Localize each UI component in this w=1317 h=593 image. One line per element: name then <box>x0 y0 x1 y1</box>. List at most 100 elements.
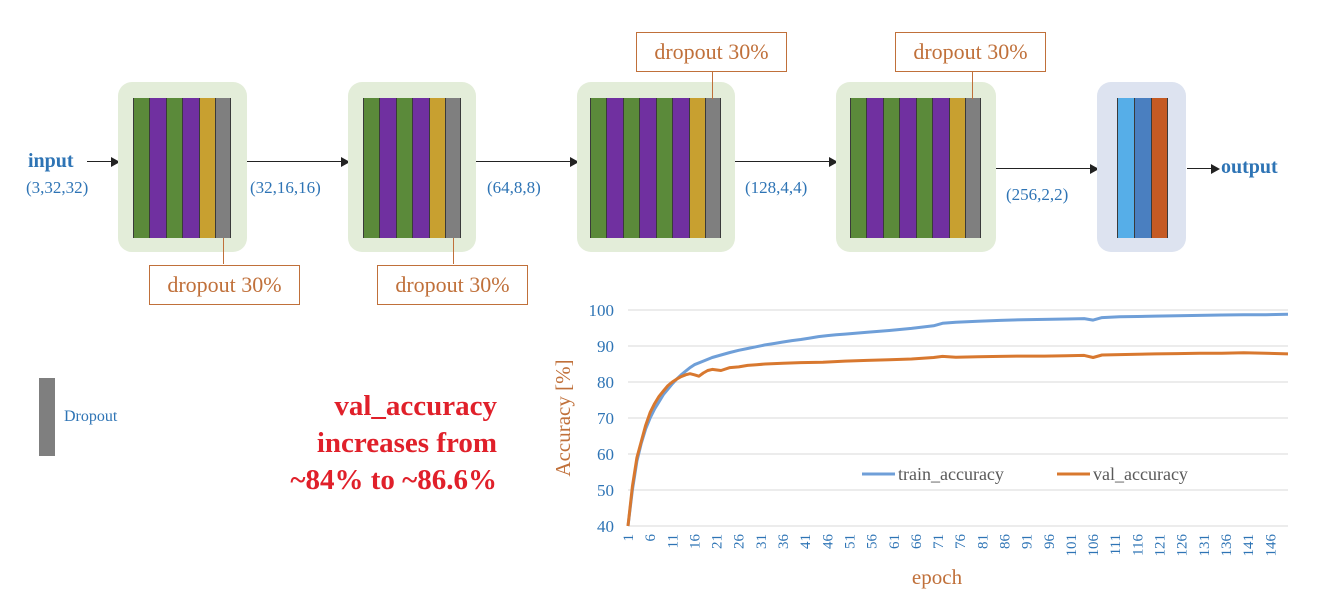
arrow-4 <box>996 163 1099 174</box>
x-tick-label: 41 <box>798 534 814 549</box>
conv-layer <box>623 98 639 238</box>
conv-layer <box>149 98 166 238</box>
note-line-2: increases from <box>316 427 497 459</box>
dropout-connector-2 <box>453 238 454 264</box>
batchnorm-layer <box>949 98 965 238</box>
legend-train-label: train_accuracy <box>898 464 1004 484</box>
conv-block-1-layers <box>133 98 231 238</box>
legend-val-label: val_accuracy <box>1093 464 1188 484</box>
input-label: input <box>28 150 74 172</box>
dropout-box-2: dropout 30% <box>377 265 528 305</box>
series-line-val_accuracy <box>626 351 1289 527</box>
x-tick-label: 101 <box>1064 534 1080 557</box>
x-tick-label: 136 <box>1219 534 1235 557</box>
chart-legend: train_accuracy val_accuracy <box>862 464 1188 484</box>
y-tick-label: 80 <box>597 373 614 392</box>
x-tick-label: 126 <box>1175 534 1191 557</box>
x-tick-label: 81 <box>975 534 991 549</box>
output-label: output <box>1221 156 1278 178</box>
x-tick-label: 111 <box>1108 534 1124 555</box>
dense-layer <box>1151 98 1168 238</box>
y-tick-label: 60 <box>597 445 614 464</box>
x-tick-label: 66 <box>909 534 925 550</box>
dense-block-layers <box>1117 98 1168 238</box>
dropout-box-4: dropout 30% <box>895 32 1046 72</box>
x-tick-label: 26 <box>732 534 748 550</box>
batchnorm-layer <box>689 98 705 238</box>
shape-1: (32,16,16) <box>250 178 321 197</box>
conv-layer <box>166 98 182 238</box>
batchnorm-layer <box>429 98 445 238</box>
x-tick-label: 56 <box>865 534 881 550</box>
conv-layer <box>133 98 149 238</box>
shape-3: (128,4,4) <box>745 178 808 197</box>
x-tick-label: 6 <box>643 534 659 542</box>
x-tick-label: 46 <box>820 534 836 550</box>
x-tick-label: 131 <box>1197 534 1213 557</box>
conv-layer <box>932 98 949 238</box>
dropout-layer <box>705 98 721 238</box>
dropout-box-3: dropout 30% <box>636 32 787 72</box>
x-tick-label: 51 <box>842 534 858 549</box>
dense-layer <box>1117 98 1134 238</box>
conv-block-3-layers <box>590 98 721 238</box>
output-arrow <box>1187 163 1220 174</box>
y-tick-label: 50 <box>597 481 614 500</box>
shape-4: (256,2,2) <box>1006 185 1069 204</box>
conv-layer <box>606 98 623 238</box>
arrow-2 <box>476 156 579 167</box>
y-axis-label: Accuracy [%] <box>551 359 575 476</box>
x-tick-label: 116 <box>1130 534 1146 556</box>
conv-block-2-layers <box>363 98 461 238</box>
dense-layer <box>1134 98 1151 238</box>
series-line-train_accuracy <box>626 312 1289 527</box>
x-tick-label: 146 <box>1263 534 1279 557</box>
y-tick-label: 90 <box>597 337 614 356</box>
conv-layer <box>866 98 883 238</box>
conv-layer <box>850 98 866 238</box>
x-tick-label: 86 <box>998 534 1014 550</box>
x-tick-label: 121 <box>1153 534 1169 557</box>
x-tick-label: 141 <box>1241 534 1257 557</box>
dropout-connector-4 <box>972 71 973 99</box>
conv-layer <box>639 98 656 238</box>
dropout-box-1: dropout 30% <box>149 265 300 305</box>
arrow-3 <box>735 156 838 167</box>
conv-layer <box>379 98 396 238</box>
note-line-3: ~84% to ~86.6% <box>290 464 497 496</box>
input-arrow <box>87 156 120 167</box>
x-tick-label: 36 <box>776 534 792 550</box>
dropout-legend-label: Dropout <box>64 408 118 425</box>
dropout-layer <box>215 98 231 238</box>
x-tick-label: 96 <box>1042 534 1058 550</box>
conv-layer <box>590 98 606 238</box>
conv-layer <box>656 98 672 238</box>
x-tick-label: 1 <box>621 534 637 542</box>
dropout-connector-1 <box>223 238 224 264</box>
x-tick-label: 71 <box>931 534 947 549</box>
y-tick-label: 70 <box>597 409 614 428</box>
conv-layer <box>363 98 379 238</box>
arrow-1 <box>247 156 350 167</box>
conv-layer <box>672 98 689 238</box>
dropout-connector-3 <box>712 71 713 99</box>
val-accuracy-note: val_accuracy increases from ~84% to ~86.… <box>250 388 497 499</box>
conv-layer <box>899 98 916 238</box>
conv-layer <box>883 98 899 238</box>
x-tick-label: 61 <box>887 534 903 549</box>
x-tick-labels: 1 6 11 16 21 26 31 36 41 46 51 56 61 66 71 76 81 86 91 96 10… <box>621 534 1279 557</box>
shape-2: (64,8,8) <box>487 178 541 197</box>
dropout-layer <box>965 98 981 238</box>
y-tick-label: 100 <box>589 301 615 320</box>
x-axis-label: epoch <box>912 565 963 589</box>
chart-gridlines <box>628 309 1288 527</box>
x-tick-label: 11 <box>665 534 681 548</box>
x-tick-label: 91 <box>1020 534 1036 549</box>
note-line-1: val_accuracy <box>334 390 497 422</box>
x-tick-label: 16 <box>687 534 703 550</box>
x-tick-label: 76 <box>953 534 969 550</box>
input-shape: (3,32,32) <box>26 178 89 197</box>
conv-layer <box>182 98 199 238</box>
conv-layer <box>916 98 932 238</box>
